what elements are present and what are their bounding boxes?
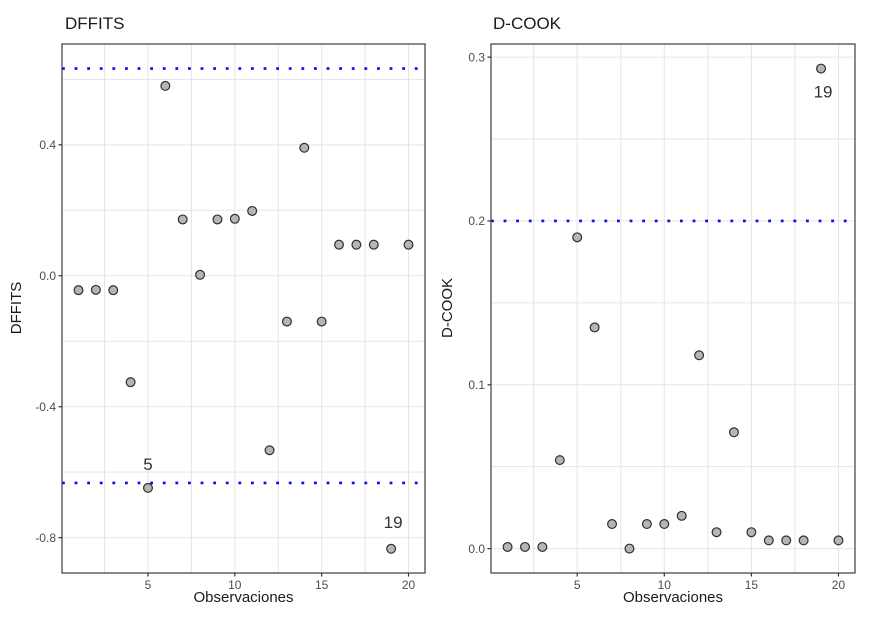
data-point bbox=[624, 543, 635, 554]
data-point bbox=[572, 232, 583, 243]
x-axis-title-dffits: Observaciones bbox=[193, 589, 294, 606]
plot-title-dffits: DFFITS bbox=[65, 14, 125, 33]
y-tick-label: 0.3 bbox=[468, 50, 485, 64]
data-point bbox=[554, 455, 565, 466]
x-tick-label: 10 bbox=[658, 578, 672, 592]
data-point bbox=[212, 214, 223, 225]
data-point bbox=[177, 214, 188, 225]
data-point bbox=[746, 527, 757, 538]
data-point bbox=[607, 519, 618, 530]
data-point bbox=[816, 63, 827, 74]
data-point bbox=[195, 269, 206, 280]
x-tick-label: 5 bbox=[574, 578, 581, 592]
panel-border bbox=[61, 43, 426, 574]
y-axis-title-dffits: DFFITS bbox=[8, 281, 25, 335]
data-point bbox=[694, 350, 705, 361]
point-label: 5 bbox=[143, 455, 152, 474]
plot-title-dcook: D-COOK bbox=[493, 14, 561, 33]
data-point bbox=[264, 445, 275, 456]
data-point bbox=[403, 239, 414, 250]
data-point bbox=[125, 377, 136, 388]
data-point bbox=[798, 535, 809, 546]
data-point bbox=[659, 519, 670, 530]
data-point bbox=[160, 80, 171, 91]
point-label: 19 bbox=[814, 83, 833, 102]
data-point bbox=[781, 535, 792, 546]
x-tick-label: 15 bbox=[315, 578, 329, 592]
y-tick-label: 0.0 bbox=[39, 269, 56, 283]
data-point bbox=[73, 285, 84, 296]
data-point bbox=[676, 510, 687, 521]
panel-border bbox=[490, 43, 856, 574]
data-point bbox=[108, 285, 119, 296]
data-point bbox=[334, 239, 345, 250]
data-point bbox=[833, 535, 844, 546]
data-point bbox=[299, 142, 310, 153]
y-tick-label: -0.8 bbox=[35, 531, 56, 545]
x-tick-label: 20 bbox=[402, 578, 416, 592]
x-tick-label: 10 bbox=[228, 578, 242, 592]
x-tick-label: 5 bbox=[145, 578, 152, 592]
y-tick-label: -0.4 bbox=[35, 400, 56, 414]
x-tick-label: 15 bbox=[745, 578, 759, 592]
x-axis-title-dcook: Observaciones bbox=[622, 589, 724, 606]
data-point bbox=[728, 427, 739, 438]
data-point bbox=[763, 535, 774, 546]
data-point bbox=[351, 239, 362, 250]
point-label: 19 bbox=[384, 513, 403, 532]
data-point bbox=[386, 543, 397, 554]
data-point bbox=[316, 316, 327, 327]
data-point bbox=[368, 239, 379, 250]
data-point bbox=[589, 322, 600, 333]
x-tick-label: 20 bbox=[832, 578, 846, 592]
y-tick-label: 0.0 bbox=[468, 542, 485, 556]
data-point bbox=[90, 284, 101, 295]
data-point bbox=[519, 541, 530, 552]
data-point bbox=[502, 541, 513, 552]
data-point bbox=[537, 541, 548, 552]
y-tick-label: 0.1 bbox=[468, 378, 485, 392]
y-tick-label: 0.2 bbox=[468, 214, 485, 228]
data-point bbox=[281, 316, 292, 327]
data-point bbox=[142, 482, 153, 493]
y-axis-title-dcook: D-COOK bbox=[439, 278, 456, 338]
data-point bbox=[247, 205, 258, 216]
data-point bbox=[229, 213, 240, 224]
data-point bbox=[711, 527, 722, 538]
data-point bbox=[641, 519, 652, 530]
y-tick-label: 0.4 bbox=[39, 138, 56, 152]
